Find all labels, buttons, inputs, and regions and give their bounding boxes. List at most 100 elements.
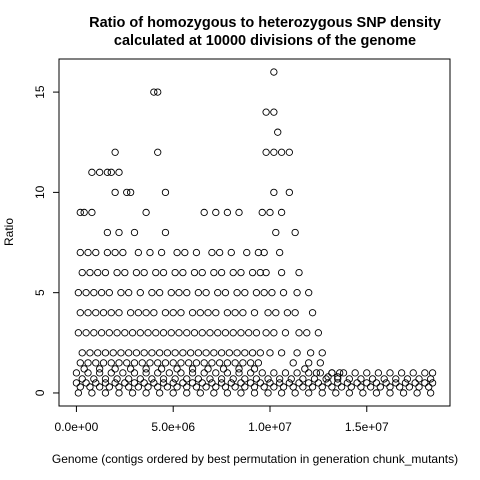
data-point — [210, 268, 218, 277]
data-point — [173, 248, 181, 257]
data-point — [221, 289, 230, 297]
data-point — [250, 383, 259, 391]
data-point — [270, 148, 278, 156]
data-point — [101, 379, 110, 387]
data-point — [256, 379, 264, 387]
data-point — [121, 268, 129, 277]
data-point — [252, 329, 261, 337]
data-point — [140, 268, 148, 277]
data-point — [343, 379, 352, 387]
data-point — [113, 268, 121, 277]
data-point — [200, 369, 208, 377]
data-point — [173, 365, 181, 373]
data-point — [415, 383, 423, 391]
data-point — [181, 248, 189, 257]
data-point — [134, 309, 143, 317]
data-point — [95, 369, 104, 377]
data-point — [80, 365, 88, 373]
data-points — [72, 68, 437, 397]
data-point — [169, 389, 177, 397]
data-point — [154, 359, 162, 367]
data-point — [202, 289, 210, 297]
data-point — [229, 375, 237, 383]
data-point — [134, 248, 143, 257]
data-point — [188, 379, 197, 387]
data-point — [86, 349, 94, 357]
data-point — [126, 309, 135, 317]
x-tick-label: 1.5e+07 — [345, 420, 389, 434]
data-point — [386, 383, 394, 391]
data-point — [177, 359, 185, 367]
data-point — [95, 365, 104, 373]
data-point — [183, 389, 191, 397]
data-point — [380, 375, 388, 383]
data-point — [175, 329, 183, 337]
data-point — [279, 383, 288, 391]
data-point — [123, 188, 131, 197]
data-point — [258, 369, 266, 377]
data-point — [425, 383, 433, 391]
data-point — [295, 379, 303, 387]
data-point — [188, 365, 197, 373]
data-point — [252, 289, 261, 297]
data-point — [264, 375, 272, 383]
data-point — [254, 248, 263, 257]
data-point — [200, 359, 208, 367]
data-point — [159, 329, 168, 337]
data-point — [334, 375, 342, 383]
data-point — [183, 375, 191, 383]
data-point — [134, 383, 143, 391]
data-point — [347, 383, 355, 391]
data-point — [266, 379, 274, 387]
data-point — [248, 349, 257, 357]
data-point — [150, 88, 158, 96]
data-point — [136, 289, 144, 297]
data-point — [97, 289, 106, 297]
x-axis-label: Genome (contigs ordered by best permutat… — [52, 452, 458, 466]
data-point — [111, 148, 119, 156]
data-point — [428, 369, 437, 377]
data-point — [144, 383, 152, 391]
data-point — [161, 228, 170, 237]
data-point — [161, 188, 170, 197]
data-point — [185, 359, 193, 367]
data-point — [154, 383, 162, 391]
data-point — [84, 248, 92, 257]
data-point — [105, 289, 113, 297]
data-point — [287, 375, 295, 383]
data-point — [125, 289, 133, 297]
data-point — [90, 289, 98, 297]
data-point — [167, 289, 175, 297]
data-point — [266, 349, 274, 357]
data-point — [115, 383, 123, 391]
data-point — [289, 383, 297, 391]
data-point — [194, 375, 203, 383]
data-point — [293, 349, 301, 357]
data-point — [103, 248, 112, 257]
data-point — [105, 383, 113, 391]
x-tick-label: 1.0e+07 — [248, 420, 292, 434]
data-point — [94, 268, 102, 277]
data-point — [250, 309, 259, 317]
data-point — [212, 369, 220, 377]
data-point — [426, 389, 435, 397]
data-point — [132, 349, 141, 357]
data-point — [142, 309, 150, 317]
data-point — [231, 383, 239, 391]
data-point — [318, 389, 326, 397]
data-point — [225, 349, 233, 357]
data-point — [413, 389, 421, 397]
data-point — [125, 349, 133, 357]
data-point — [113, 329, 121, 337]
data-point — [192, 248, 201, 257]
data-point — [183, 329, 191, 337]
data-point — [310, 375, 319, 383]
data-point — [293, 289, 301, 297]
data-point — [345, 375, 353, 383]
data-point — [125, 375, 133, 383]
data-point — [196, 389, 204, 397]
data-point — [154, 148, 162, 156]
data-point — [183, 383, 191, 391]
data-point — [190, 268, 199, 277]
data-point — [270, 369, 278, 377]
